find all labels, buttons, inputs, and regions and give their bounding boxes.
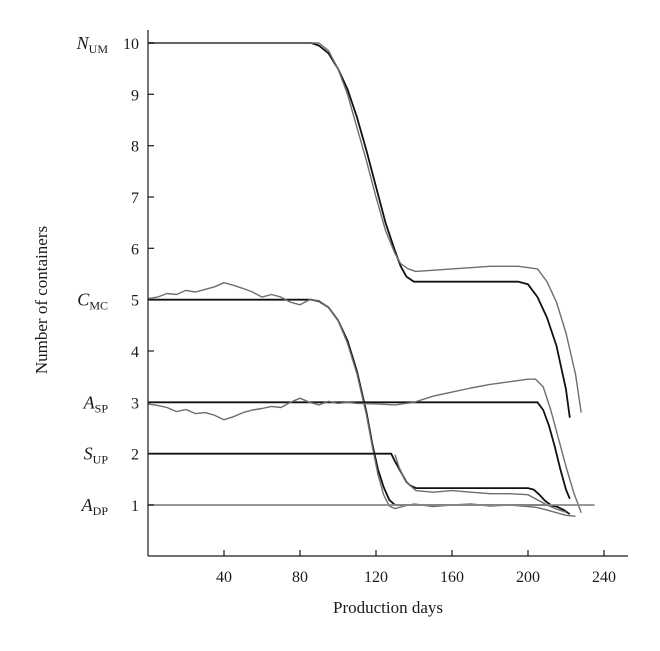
y-tick-label: 8	[131, 139, 139, 156]
x-axis-title: Production days	[333, 598, 443, 617]
series-line-c-mc-model	[148, 298, 571, 515]
y-axis-title: Number of containers	[32, 226, 51, 374]
series-labels: NUM CMC ASP SUP ADP	[76, 33, 109, 518]
series-line-s-up-model	[148, 452, 552, 506]
y-tick-label: 7	[131, 190, 139, 207]
series-line-a-sp-sim	[147, 378, 582, 513]
series-label-a-dp: ADP	[81, 495, 109, 518]
series-line-c-mc-sim	[147, 282, 576, 517]
y-tick-label: 10	[123, 36, 139, 53]
x-tick-label: 120	[364, 569, 388, 586]
x-tick-label: 240	[592, 569, 616, 586]
series-lines	[147, 42, 595, 517]
series-line-s-up-sim	[394, 454, 567, 513]
y-tick-label: 5	[131, 293, 139, 310]
x-tick-label: 80	[292, 569, 308, 586]
y-tick-label: 4	[131, 344, 139, 361]
y-tick-label: 2	[131, 447, 139, 464]
axes	[147, 30, 628, 557]
series-label-s-up: SUP	[84, 444, 109, 467]
y-tick-label: 1	[131, 498, 139, 515]
series-label-n-um: NUM	[76, 33, 109, 56]
x-tick-label: 160	[440, 569, 464, 586]
series-label-c-mc: CMC	[77, 290, 108, 313]
x-ticks: 40 80 120 160 200 240	[216, 550, 616, 586]
y-tick-label: 9	[131, 87, 139, 104]
x-tick-label: 40	[216, 569, 232, 586]
y-tick-label: 6	[131, 241, 139, 258]
y-ticks: 1 2 3 4 5 6 7 8 9 10	[123, 36, 154, 515]
y-tick-label: 3	[131, 395, 139, 412]
series-line-n-um-sim	[148, 42, 582, 413]
series-line-n-um-model	[148, 42, 571, 418]
x-tick-label: 200	[516, 569, 540, 586]
series-label-a-sp: ASP	[83, 392, 109, 415]
series-line-a-sp-model	[148, 401, 571, 500]
